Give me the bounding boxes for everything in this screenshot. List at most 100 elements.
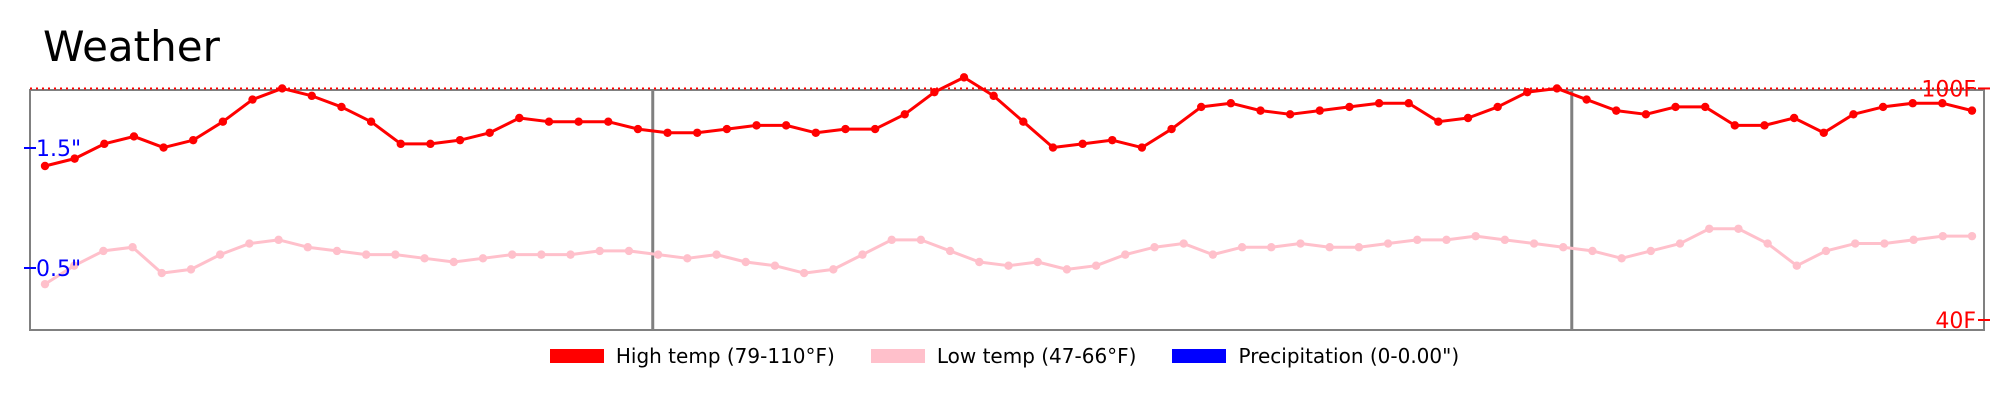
low-temp-point-12 <box>391 250 400 259</box>
high-temp-point-64 <box>1938 99 1947 108</box>
high-temp-point-17 <box>544 117 554 126</box>
low-temp-point-41 <box>1237 243 1247 252</box>
high-temp-point-58 <box>1760 121 1769 130</box>
high-temp-point-43 <box>1315 106 1324 115</box>
high-temp-point-16 <box>515 113 524 123</box>
low-temp-point-25 <box>770 261 780 270</box>
low-temp-point-47 <box>1413 235 1422 245</box>
high-temp-point-48 <box>1463 113 1473 123</box>
high-temp-point-62 <box>1878 102 1888 112</box>
high-temp-point-39 <box>1197 102 1206 112</box>
low-temp-point-66 <box>1967 231 1977 241</box>
high-temp-point-56 <box>1700 102 1710 112</box>
low-temp-point-40 <box>1208 250 1218 259</box>
legend-item-high: High temp (79-110°F) <box>549 344 835 368</box>
low-temp-point-55 <box>1646 246 1656 256</box>
low-temp-point-22 <box>683 254 692 263</box>
high-temp-point-31 <box>959 73 969 82</box>
low-temp-point-16 <box>507 250 517 259</box>
high-temp-point-19 <box>604 117 613 126</box>
low-temp-point-46 <box>1383 239 1393 248</box>
low-temp-point-11 <box>361 250 371 259</box>
high-temp-point-23 <box>722 124 732 134</box>
high-temp-point-60 <box>1819 128 1828 137</box>
low-temp-point-27 <box>829 265 838 274</box>
high-temp-point-46 <box>1404 99 1413 108</box>
high-temp-point-50 <box>1523 87 1532 97</box>
legend-swatch-high <box>549 349 604 363</box>
high-temp-series <box>40 73 1977 171</box>
high-temp-point-25 <box>781 121 791 130</box>
high-temp-line <box>44 75 1973 168</box>
high-temp-point-42 <box>1285 110 1295 119</box>
low-temp-point-39 <box>1179 239 1188 248</box>
high-temp-point-33 <box>1019 117 1028 126</box>
low-temp-point-2 <box>99 246 108 256</box>
high-temp-point-26 <box>811 128 820 137</box>
low-temp-point-32 <box>975 257 984 267</box>
low-temp-point-20 <box>624 246 634 256</box>
low-temp-point-36 <box>1091 261 1101 270</box>
high-temp-point-35 <box>1078 139 1087 149</box>
temp-tick-label-0: 100F <box>1921 77 1976 102</box>
high-temp-point-24 <box>752 121 761 130</box>
high-temp-point-22 <box>693 128 702 137</box>
high-temp-point-41 <box>1256 106 1265 115</box>
high-temp-point-34 <box>1048 143 1058 152</box>
high-temp-point-49 <box>1493 102 1502 112</box>
high-temp-point-11 <box>366 117 376 126</box>
high-temp-point-57 <box>1730 121 1740 130</box>
low-temp-point-51 <box>1529 239 1539 248</box>
high-temp-point-10 <box>337 102 346 112</box>
low-temp-point-7 <box>245 239 254 248</box>
low-temp-point-63 <box>1880 239 1889 248</box>
low-temp-point-17 <box>537 250 546 259</box>
legend-item-low: Low temp (47-66°F) <box>870 344 1136 368</box>
high-temp-point-65 <box>1967 106 1977 115</box>
low-temp-point-57 <box>1705 224 1714 233</box>
high-temp-point-4 <box>159 143 168 152</box>
high-temp-point-14 <box>455 135 465 145</box>
low-temp-point-49 <box>1471 231 1480 241</box>
low-temp-point-60 <box>1792 261 1802 270</box>
low-temp-point-28 <box>858 250 867 259</box>
chart-title: Weather <box>43 22 220 71</box>
low-temp-point-65 <box>1938 231 1948 241</box>
high-temp-point-13 <box>426 139 435 149</box>
low-temp-line <box>44 227 1972 286</box>
low-temp-point-37 <box>1121 250 1130 259</box>
high-temp-point-53 <box>1612 106 1621 115</box>
low-temp-point-23 <box>712 250 721 259</box>
low-temp-point-48 <box>1442 235 1451 245</box>
low-temp-point-1 <box>69 261 79 270</box>
high-temp-point-47 <box>1434 117 1443 126</box>
axis-labels: 100F 40F 1.5" 0.5" <box>24 77 1990 334</box>
legend-swatch-low <box>870 349 925 363</box>
low-temp-point-42 <box>1267 243 1276 252</box>
high-temp-point-51 <box>1552 84 1562 93</box>
low-temp-point-45 <box>1354 243 1364 252</box>
high-temp-point-5 <box>189 135 198 145</box>
high-temp-point-59 <box>1789 113 1799 123</box>
low-temp-point-52 <box>1559 243 1568 252</box>
legend-item-precip: Precipitation (0-0.00") <box>1172 344 1459 368</box>
high-temp-point-45 <box>1374 99 1384 108</box>
low-temp-point-64 <box>1909 235 1918 245</box>
low-temp-point-61 <box>1821 246 1831 256</box>
high-temp-point-44 <box>1345 102 1354 112</box>
high-temp-point-8 <box>277 84 287 93</box>
low-temp-point-33 <box>1004 261 1013 270</box>
low-temp-point-3 <box>128 243 137 252</box>
high-temp-point-30 <box>930 87 939 97</box>
high-temp-point-28 <box>870 124 880 134</box>
legend: High temp (79-110°F) Low temp (47-66°F) … <box>0 344 2009 368</box>
high-temp-point-61 <box>1849 110 1858 119</box>
low-temp-point-21 <box>653 250 663 259</box>
high-temp-point-21 <box>663 128 672 137</box>
high-temp-point-9 <box>307 91 317 101</box>
low-temp-series <box>40 224 1977 289</box>
low-temp-point-30 <box>916 235 926 245</box>
low-temp-point-13 <box>420 254 429 263</box>
high-temp-point-55 <box>1671 102 1680 112</box>
